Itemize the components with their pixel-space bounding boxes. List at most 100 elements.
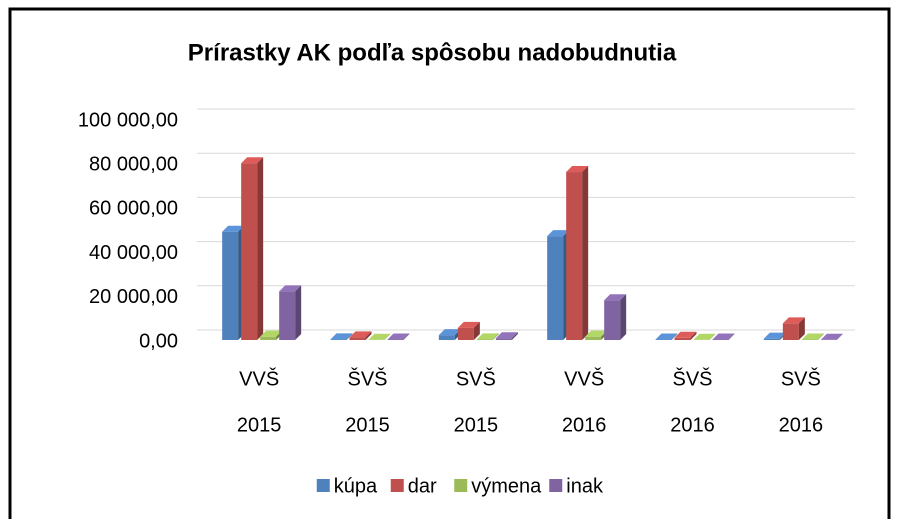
bar-top	[820, 333, 843, 340]
legend-swatch	[454, 479, 468, 492]
x-tick-label: 2015	[237, 414, 282, 436]
bar-side	[295, 285, 302, 340]
bar-top	[495, 332, 518, 339]
bar	[693, 333, 716, 340]
bar	[279, 285, 302, 340]
bar-top	[279, 285, 302, 292]
bar	[604, 294, 627, 340]
bar-top	[655, 333, 678, 340]
bar	[674, 331, 697, 340]
bar	[712, 333, 735, 340]
bar-side	[728, 333, 735, 340]
bar	[801, 333, 824, 340]
x-tick-label: 2016	[779, 414, 824, 436]
bar-top	[241, 157, 264, 164]
bar-side	[690, 331, 697, 340]
bar-side	[257, 157, 264, 340]
bar-side	[473, 321, 480, 340]
x-tick-label: ŠVŠ	[672, 367, 712, 390]
bar-front	[260, 336, 277, 340]
x-tick-label: SVŠ	[781, 367, 821, 390]
bar-top	[260, 330, 283, 337]
bar-front	[547, 236, 564, 340]
bar-front	[438, 335, 455, 340]
bar-top	[801, 333, 824, 340]
bar-side	[671, 333, 678, 340]
bar	[655, 333, 678, 340]
bar-top	[547, 230, 570, 237]
bar-top	[349, 331, 372, 338]
y-tick-label: 100 000,00	[78, 109, 178, 131]
bar-front	[782, 323, 799, 340]
legend-swatch	[316, 479, 330, 492]
legend-label: výmena	[471, 475, 542, 497]
bar-top	[476, 333, 499, 340]
bar-front	[222, 231, 239, 340]
bar	[457, 321, 480, 340]
bar-front	[495, 338, 512, 340]
bar	[495, 332, 518, 340]
y-tick-label: 0,00	[139, 330, 178, 352]
bar	[330, 333, 353, 340]
bar-side	[346, 333, 353, 340]
bar	[222, 225, 245, 340]
bar-side	[365, 331, 372, 340]
x-tick-label: VVŠ	[239, 367, 279, 390]
x-tick-label: 2016	[562, 414, 607, 436]
bar-top	[457, 321, 480, 328]
bar-side	[492, 333, 499, 340]
bar-side	[511, 332, 518, 340]
bar-top	[566, 166, 589, 173]
bar-top	[330, 333, 353, 340]
legend-swatch	[549, 479, 563, 492]
bar-top	[674, 331, 697, 338]
bar-side	[403, 333, 410, 340]
y-tick-label: 80 000,00	[89, 153, 178, 175]
bar-front	[674, 337, 691, 340]
bar-top	[222, 225, 245, 232]
bar-top	[368, 333, 391, 340]
x-tick-label: ŠVŠ	[347, 367, 387, 390]
bar-front	[585, 336, 602, 340]
y-tick-label: 60 000,00	[89, 198, 178, 220]
bar	[820, 333, 843, 340]
x-tick-label: SVŠ	[456, 367, 496, 390]
legend-label: inak	[566, 475, 604, 497]
bar-top	[585, 330, 608, 337]
bar-top	[438, 329, 461, 336]
bar-side	[817, 333, 824, 340]
bar-side	[836, 333, 843, 340]
legend-label: dar	[408, 475, 437, 497]
y-tick-label: 20 000,00	[89, 286, 178, 308]
x-tick-label: VVŠ	[564, 367, 604, 390]
x-tick-label: 2016	[670, 414, 715, 436]
bar	[241, 157, 264, 340]
bar-side	[798, 317, 805, 340]
y-tick-label: 40 000,00	[89, 242, 178, 264]
bar	[566, 166, 589, 340]
bar-front	[604, 300, 621, 340]
bar-front	[241, 163, 258, 340]
bar-front	[476, 339, 493, 340]
legend-label: kúpa	[334, 475, 378, 497]
bar-top	[782, 317, 805, 324]
bar-side	[620, 294, 627, 340]
bar-front	[349, 337, 366, 340]
bar	[387, 333, 410, 340]
bar-top	[604, 294, 627, 301]
bar-front	[330, 339, 347, 340]
bar-front	[763, 338, 780, 340]
chart-title: Prírastky AK podľa spôsobu nadobudnutia	[188, 39, 677, 66]
bar-side	[709, 333, 716, 340]
x-tick-label: 2015	[454, 414, 499, 436]
bar-side	[582, 166, 589, 340]
bar	[782, 317, 805, 340]
bar	[547, 230, 570, 340]
bar-top	[387, 333, 410, 340]
bar-top	[712, 333, 735, 340]
bar-front	[457, 327, 474, 340]
chart-frame	[8, 7, 891, 519]
bar-side	[384, 333, 391, 340]
legend-swatch	[390, 479, 404, 492]
